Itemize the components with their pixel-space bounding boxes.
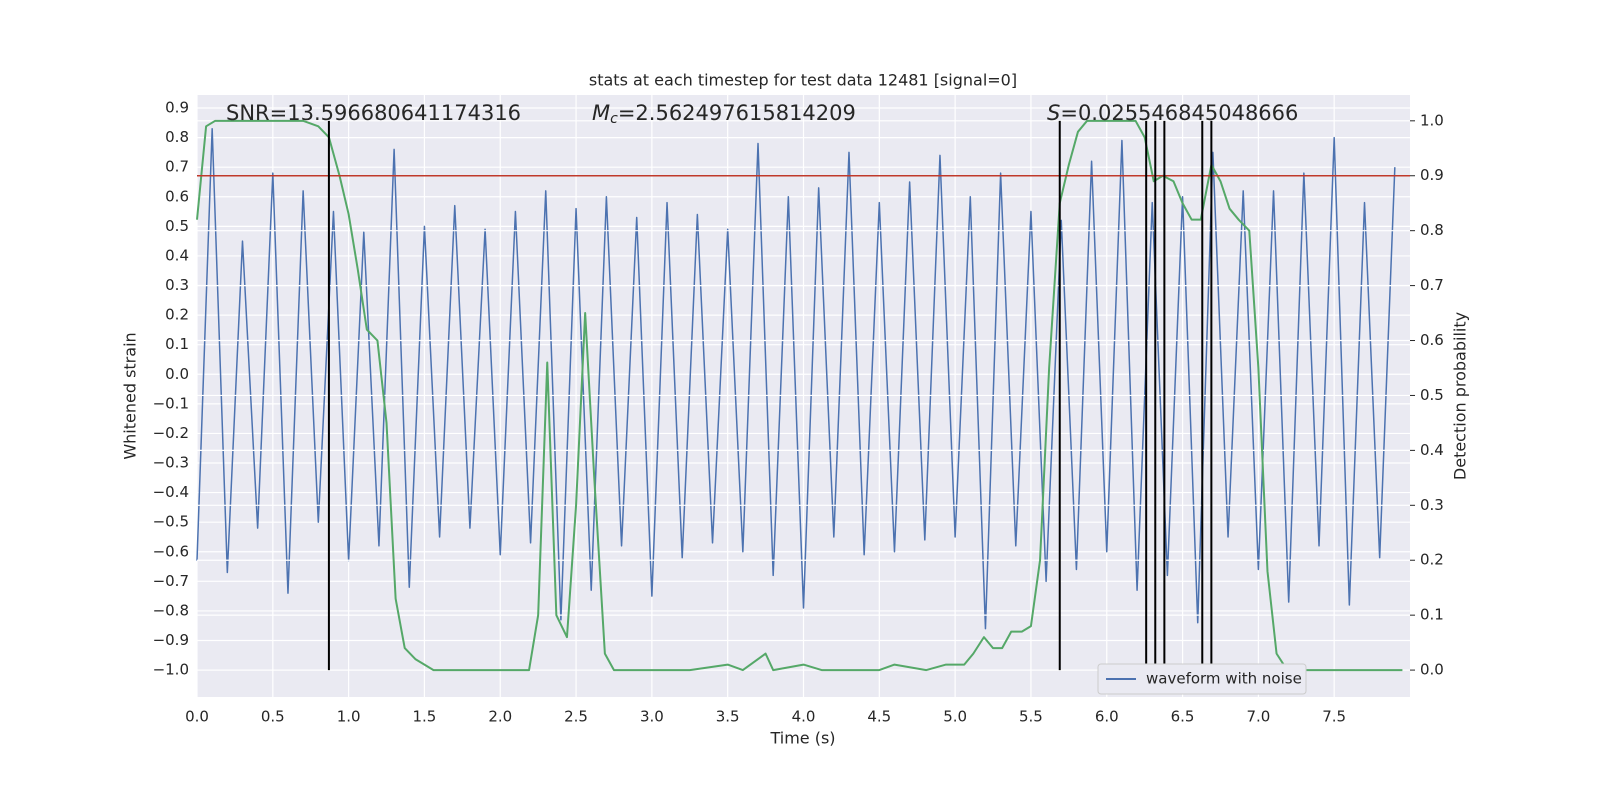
y-tick-label: −0.6 [153, 542, 189, 560]
data-layer [196, 127, 1396, 630]
y2-tick-label: 0.3 [1420, 496, 1444, 514]
x-tick-label: 4.0 [792, 708, 816, 726]
annotation: Mc=2.562497615814209 [592, 101, 856, 127]
y2-tick-label: 0.9 [1420, 166, 1444, 184]
x-tick-label: 2.0 [488, 708, 512, 726]
y2-tick-label: 1.0 [1420, 111, 1444, 129]
x-tick-label: 7.0 [1246, 708, 1270, 726]
legend-box [1097, 663, 1307, 695]
y-tick-label: −0.3 [153, 454, 189, 472]
x-tick-label: 5.5 [1019, 708, 1043, 726]
x-tick-label: 0.0 [185, 708, 209, 726]
annotation-subscript: c [610, 111, 618, 127]
x-tick-label: 3.0 [640, 708, 664, 726]
x-tick-label: 1.0 [337, 708, 361, 726]
y2-tick-label: 0.6 [1420, 331, 1444, 349]
x-axis-label: Time (s) [769, 729, 835, 748]
legend: waveform with noise [1097, 663, 1307, 695]
x-tick-label: 5.0 [943, 708, 967, 726]
annotation-value: =2.562497615814209 [618, 101, 856, 125]
x-tick-label: 0.5 [261, 708, 285, 726]
y-tick-label: 0.9 [165, 99, 189, 117]
y2-tick-label: 0.1 [1420, 606, 1444, 624]
annotation-symbol: M [592, 101, 610, 125]
y-tick-label: −1.0 [153, 661, 189, 679]
y-tick-label: −0.7 [153, 572, 189, 590]
annotation-value: =0.025546845048666 [1060, 101, 1298, 125]
y2-tick-label: 0.2 [1420, 551, 1444, 569]
y-tick-label: −0.2 [153, 424, 189, 442]
x-tick-label: 3.5 [716, 708, 740, 726]
y2-tick-label: 0.8 [1420, 221, 1444, 239]
annotation: SNR=13.596680641174316 [226, 101, 521, 125]
y-tick-label: 0.6 [165, 187, 189, 205]
y-tick-label: 0.5 [165, 217, 189, 235]
x-tick-label: 6.5 [1171, 708, 1195, 726]
chart-title: stats at each timestep for test data 124… [589, 71, 1017, 90]
y-tick-label: 0.1 [165, 335, 189, 353]
legend-label: waveform with noise [1146, 670, 1302, 688]
x-tick-label: 2.5 [564, 708, 588, 726]
y-tick-label: −0.5 [153, 513, 189, 531]
series-line [196, 127, 1396, 630]
y-axis-label: Whitened strain [121, 332, 140, 459]
y2-tick-label: 0.0 [1420, 661, 1444, 679]
y-tick-label: −0.8 [153, 601, 189, 619]
y2-tick-label: 0.7 [1420, 276, 1444, 294]
y-tick-label: −0.9 [153, 631, 189, 649]
x-tick-label: 4.5 [867, 708, 891, 726]
y-tick-label: 0.7 [165, 158, 189, 176]
y-tick-label: 0.8 [165, 128, 189, 146]
y-tick-label: 0.2 [165, 306, 189, 324]
x-tick-label: 7.5 [1322, 708, 1346, 726]
y-tick-label: 0.3 [165, 276, 189, 294]
y2-tick-label: 0.4 [1420, 441, 1444, 459]
annotation-symbol: S [1047, 101, 1060, 125]
x-tick-label: 6.0 [1095, 708, 1119, 726]
y-tick-label: −0.1 [153, 394, 189, 412]
y-tick-label: −0.4 [153, 483, 189, 501]
x-tick-label: 1.5 [413, 708, 437, 726]
y2-axis-label: Detection probability [1451, 312, 1470, 480]
series-line [196, 119, 1403, 672]
annotation: S=0.025546845048666 [1047, 101, 1298, 125]
y2-tick-label: 0.5 [1420, 386, 1444, 404]
y-tick-label: 0.0 [165, 365, 189, 383]
y-tick-label: 0.4 [165, 246, 189, 264]
